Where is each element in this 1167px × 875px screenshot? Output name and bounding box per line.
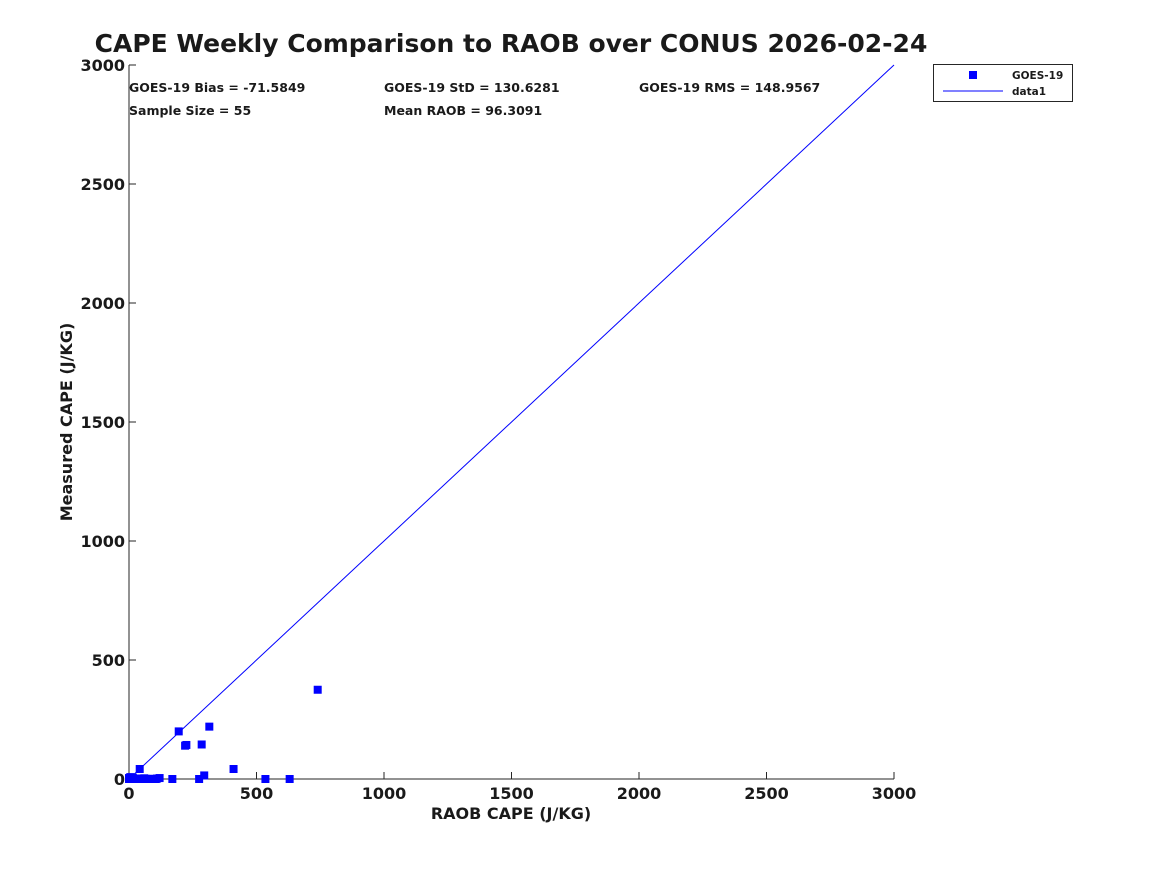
data-point xyxy=(168,775,177,783)
data-point xyxy=(285,775,294,783)
x-tick-label: 2000 xyxy=(617,784,662,803)
y-tick-label: 2500 xyxy=(80,175,125,194)
data-point xyxy=(135,765,144,774)
data-point xyxy=(140,774,149,783)
legend-label-goes19: GOES-19 xyxy=(1012,70,1063,82)
y-tick-label: 3000 xyxy=(80,56,125,75)
stat-sample-size: Sample Size = 55 xyxy=(129,103,251,118)
y-tick-label: 500 xyxy=(92,651,125,670)
data-point xyxy=(200,771,209,780)
y-tick-label: 2000 xyxy=(80,294,125,313)
series-line-data1 xyxy=(128,64,895,780)
y-ticks: 0 500 1000 1500 2000 2500 3000 xyxy=(80,56,136,789)
stat-rms: GOES-19 RMS = 148.9567 xyxy=(639,80,820,95)
x-tick-label: 0 xyxy=(123,784,134,803)
data-point xyxy=(229,765,238,774)
legend-box xyxy=(933,64,1073,102)
data-point xyxy=(155,774,164,783)
data-point xyxy=(174,727,183,736)
data-point xyxy=(205,722,214,731)
data-point xyxy=(127,775,136,783)
x-axis-label: RAOB CAPE (J/KG) xyxy=(431,804,591,823)
x-ticks: 0 500 1000 1500 2000 2500 3000 xyxy=(123,772,916,803)
y-tick-label: 1000 xyxy=(80,532,125,551)
data-point xyxy=(182,740,191,749)
x-tick-label: 3000 xyxy=(872,784,917,803)
y-tick-label: 1500 xyxy=(80,413,125,432)
stat-std: GOES-19 StD = 130.6281 xyxy=(384,80,560,95)
x-tick-label: 1500 xyxy=(489,784,534,803)
stat-bias: GOES-19 Bias = -71.5849 xyxy=(129,80,305,95)
data-point xyxy=(197,740,206,749)
data-point xyxy=(195,775,204,783)
legend: GOES-19 data1 xyxy=(933,64,1073,102)
chart-title: CAPE Weekly Comparison to RAOB over CONU… xyxy=(95,29,928,58)
plot-area: 0 500 1000 1500 2000 2500 3000 0 500 1000 1500 200… xyxy=(80,56,916,803)
y-tick-label: 0 xyxy=(114,770,125,789)
x-tick-label: 1000 xyxy=(362,784,407,803)
series-layer xyxy=(125,64,895,783)
data-point xyxy=(313,685,322,694)
y-axis-label: Measured CAPE (J/KG) xyxy=(57,323,76,522)
stat-mean-raob: Mean RAOB = 96.3091 xyxy=(384,103,542,118)
x-tick-label: 500 xyxy=(240,784,273,803)
x-tick-label: 2500 xyxy=(744,784,789,803)
legend-label-data1: data1 xyxy=(1012,86,1046,98)
legend-marker-goes19 xyxy=(969,71,977,79)
data-point xyxy=(261,775,270,783)
